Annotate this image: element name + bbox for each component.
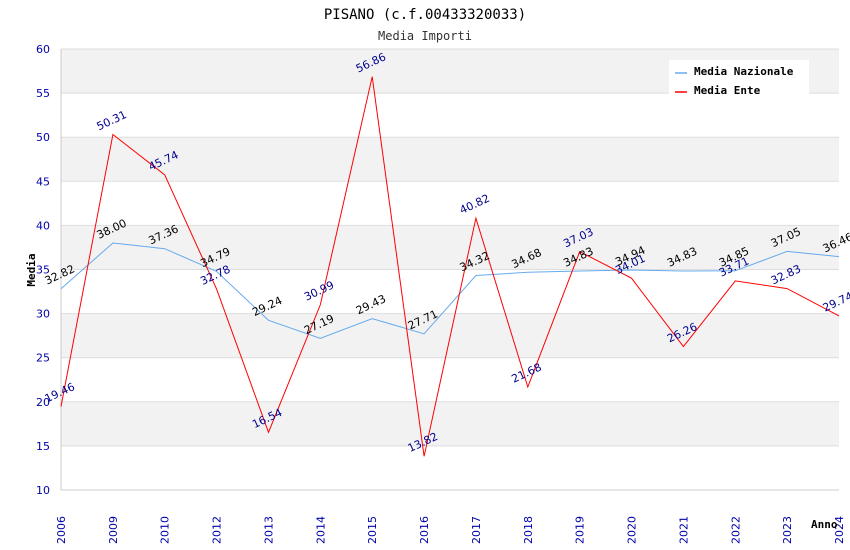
plot-band: [61, 93, 839, 138]
y-tick-label: 50: [36, 131, 50, 144]
gridlines: [60, 48, 839, 491]
series-lines: [60, 76, 840, 457]
x-tick-label: 2016: [418, 516, 431, 544]
x-tick-label: 2015: [366, 516, 379, 544]
y-tick-label: 35: [36, 264, 50, 277]
plot-band: [61, 401, 839, 446]
x-tick-label: 2022: [729, 516, 742, 544]
plot-band: [61, 137, 839, 182]
x-tick-label: 2023: [781, 516, 794, 544]
series-line-media-ente: [60, 76, 840, 457]
x-tick-label: 2014: [314, 516, 327, 544]
y-tick-label: 60: [36, 43, 50, 56]
x-tick-label: 2021: [677, 516, 690, 544]
x-tick-label: 2013: [262, 516, 275, 544]
x-tick-label: 2024: [833, 516, 846, 544]
x-tick-label: 2010: [159, 516, 172, 544]
plot-background: [61, 49, 839, 490]
x-axis-ticks: 2006 2009 2010 2012 2013 2014 2015 2016 2017 2018…: [55, 516, 846, 544]
x-tick-label: 2019: [574, 516, 587, 544]
y-tick-label: 15: [36, 440, 50, 453]
y-tick-label: 25: [36, 352, 50, 365]
y-tick-label: 45: [36, 175, 50, 188]
legend: Media Nazionale Media Ente: [669, 60, 809, 97]
chart-title: PISANO (c.f.00433320033): [324, 7, 526, 23]
x-tick-label: 2009: [107, 516, 120, 544]
x-tick-label: 2017: [470, 516, 483, 544]
series-line-media-nazionale: [60, 242, 840, 339]
plot-band: [61, 269, 839, 314]
y-tick-label: 55: [36, 87, 50, 100]
legend-label-media-ente: Media Ente: [694, 84, 761, 97]
y-tick-label: 20: [36, 396, 50, 409]
chart-subtitle: Media Importi: [378, 29, 472, 43]
y-tick-label: 40: [36, 219, 50, 232]
x-axis-label: Anno: [811, 518, 838, 531]
legend-box: [669, 60, 809, 96]
y-axis-label: Media: [25, 253, 38, 286]
x-tick-label: 2020: [626, 516, 639, 544]
y-axis-ticks: 10 15 20 25 30 35 40 45 50 55 60: [36, 43, 50, 497]
plot-band: [61, 181, 839, 226]
y-tick-label: 10: [36, 484, 50, 497]
x-tick-label: 2006: [55, 516, 68, 544]
x-tick-label: 2018: [522, 516, 535, 544]
plot-band: [61, 445, 839, 490]
legend-label-media-nazionale: Media Nazionale: [694, 65, 794, 78]
x-tick-label: 2012: [211, 516, 224, 544]
plot-band: [61, 357, 839, 402]
y-tick-label: 30: [36, 308, 50, 321]
